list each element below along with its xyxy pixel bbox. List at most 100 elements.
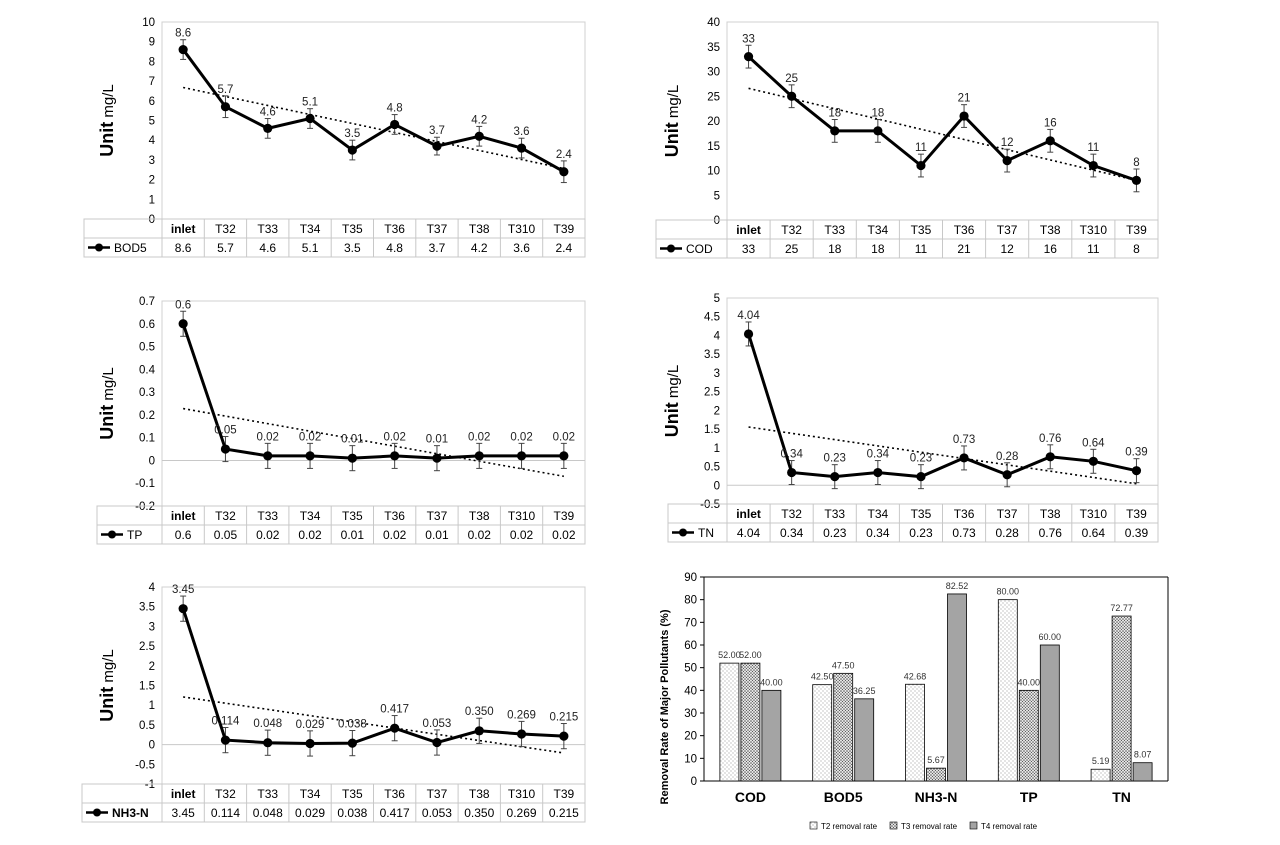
category-label: T39	[554, 787, 575, 801]
data-label: 3.7	[429, 125, 445, 137]
data-table-value: 0.02	[256, 528, 280, 542]
data-table-value: 4.8	[386, 241, 403, 255]
data-label: 0.02	[468, 431, 490, 443]
data-table-value: 25	[785, 242, 799, 256]
bar-value-label: 60.00	[1039, 632, 1062, 642]
data-point	[959, 111, 969, 121]
y-tick-label: 0.3	[139, 387, 155, 399]
y-tick-label: 0.4	[139, 364, 156, 376]
y-tick-label: 50	[684, 663, 697, 675]
bar-value-label: 5.67	[927, 755, 945, 765]
data-table-value: 0.34	[866, 526, 890, 540]
data-label: 0.23	[824, 453, 846, 465]
category-label: T36	[384, 509, 405, 523]
legend-series-name: BOD5	[114, 241, 147, 255]
data-label: 33	[742, 33, 755, 45]
data-label: 3.6	[514, 126, 530, 138]
data-label: 0.269	[507, 709, 536, 721]
data-point	[787, 91, 797, 101]
data-label: 4.6	[260, 107, 276, 119]
data-point	[305, 113, 315, 124]
data-point	[178, 604, 188, 614]
category-label: T310	[508, 787, 536, 801]
legend-label: T4 removal rate	[981, 822, 1038, 831]
bar-value-label: 42.68	[904, 671, 927, 681]
y-tick-label: 40	[707, 17, 720, 29]
data-table-value: 3.5	[344, 241, 361, 255]
y-tick-label: 0	[149, 740, 155, 752]
data-table-value: 0.6	[175, 528, 192, 542]
y-tick-label: 1.5	[139, 681, 155, 693]
category-label: NH3-N	[915, 789, 958, 805]
data-label: 0.64	[1082, 437, 1105, 449]
bar-value-label: 36.25	[853, 686, 876, 696]
y-tick-label: 6	[149, 96, 155, 108]
data-point	[178, 319, 188, 329]
data-point	[873, 467, 883, 478]
bar-value-label: 47.50	[832, 660, 855, 670]
data-point	[559, 451, 569, 461]
category-label: T310	[1080, 223, 1108, 237]
bar	[740, 662, 761, 782]
y-tick-label: 1	[149, 194, 155, 206]
bar	[812, 684, 833, 782]
category-label: T35	[342, 222, 363, 236]
y-tick-label: 0	[714, 215, 720, 227]
data-point	[830, 472, 840, 482]
legend-marker-key	[667, 244, 675, 253]
data-label: 0.23	[910, 453, 932, 465]
data-label: 18	[828, 108, 841, 120]
data-table-value: 0.038	[337, 806, 367, 820]
data-point	[432, 453, 442, 463]
data-table-value: 3.7	[429, 241, 446, 255]
category-label: T38	[469, 509, 490, 523]
y-tick-label: 0	[149, 214, 155, 226]
bar	[1111, 615, 1132, 782]
data-table-value: 0.64	[1082, 526, 1106, 540]
data-table-value: 4.2	[471, 241, 488, 255]
category-label: inlet	[736, 223, 761, 237]
data-point	[305, 451, 315, 461]
y-tick-label: 20	[684, 731, 697, 743]
legend-label: T2 removal rate	[821, 822, 878, 831]
data-label: 25	[785, 73, 798, 85]
data-point	[263, 738, 273, 748]
data-point	[1088, 160, 1098, 171]
category-label: T39	[554, 509, 575, 523]
data-label: 0.34	[780, 449, 803, 461]
data-label: 0.39	[1125, 447, 1147, 459]
data-point	[1045, 136, 1055, 146]
plot-area	[161, 21, 586, 220]
category-label: T38	[1040, 507, 1061, 521]
category-label: BOD5	[824, 789, 863, 805]
y-tick-label: 30	[684, 708, 697, 720]
y-tick-label: 2	[149, 175, 155, 187]
data-label: 0.053	[423, 718, 452, 730]
data-point	[432, 737, 442, 748]
data-point	[916, 160, 926, 171]
data-label: 2.4	[556, 149, 573, 161]
data-point	[1088, 456, 1098, 466]
data-table-value: 0.02	[510, 528, 534, 542]
category-label: inlet	[171, 509, 196, 523]
data-label: 0.28	[996, 451, 1018, 463]
data-label: 0.215	[549, 712, 578, 724]
data-table-value: 0.76	[1039, 526, 1063, 540]
category-label: T39	[1126, 223, 1147, 237]
y-tick-label: 25	[707, 91, 720, 103]
category-label: T33	[824, 507, 845, 521]
data-table-value: 3.6	[513, 241, 530, 255]
data-label: 5.7	[217, 84, 233, 96]
data-table-value: 5.1	[302, 241, 319, 255]
data-label: 0.02	[299, 431, 321, 443]
y-tick-label: 2.5	[139, 641, 155, 653]
category-label: inlet	[736, 507, 761, 521]
data-table-value: 0.23	[909, 526, 933, 540]
data-label: 0.73	[953, 434, 975, 446]
category-label: T310	[1080, 507, 1108, 521]
data-table-value: 4.04	[737, 526, 761, 540]
bar-value-label: 52.00	[718, 650, 741, 660]
data-table-value: 0.029	[295, 806, 325, 820]
bar-value-label: 8.07	[1134, 750, 1152, 760]
